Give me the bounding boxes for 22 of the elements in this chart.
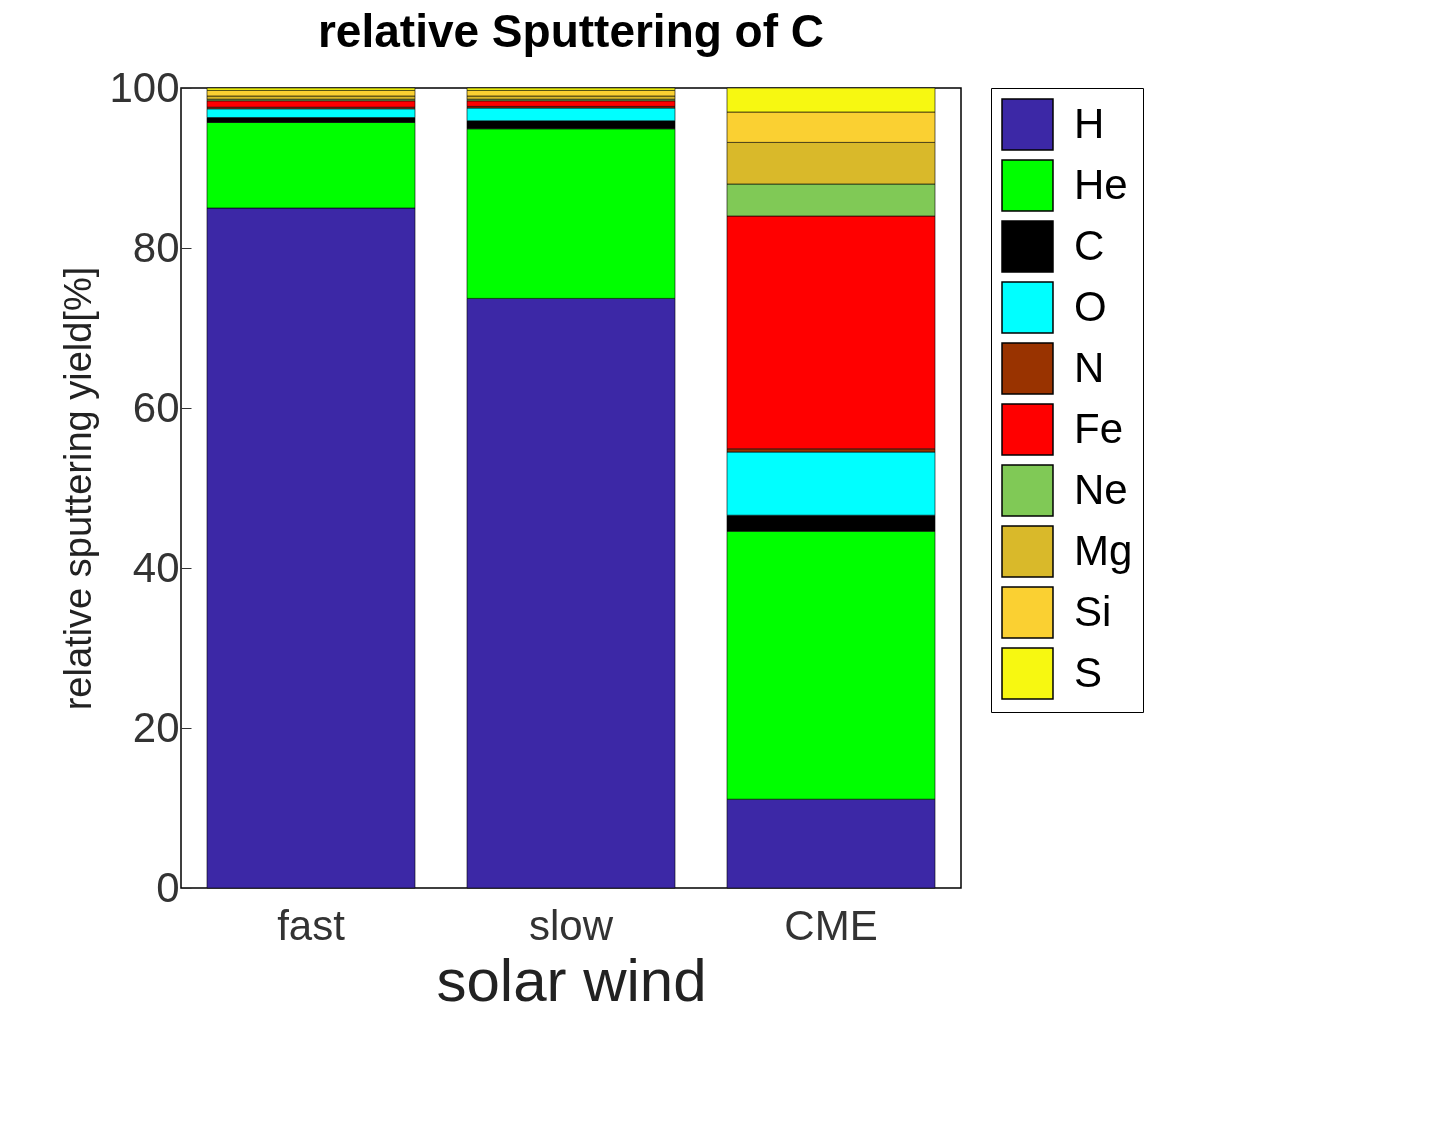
legend-label: O <box>1074 282 1107 330</box>
legend-label: S <box>1074 648 1103 696</box>
legend-label: Mg <box>1074 526 1133 574</box>
x-axis-title: solar wind <box>436 946 707 1014</box>
chart-title: relative Sputtering of C <box>317 5 825 57</box>
legend-label: Ne <box>1074 465 1128 513</box>
legend-label: He <box>1074 160 1128 208</box>
legend-label: C <box>1074 221 1105 269</box>
x-tick-label: fast <box>277 901 346 949</box>
y-tick-label: 100 <box>109 63 180 111</box>
x-tick-label: slow <box>528 901 614 949</box>
x-tick-label: CME <box>784 901 878 949</box>
y-axis-title: relative sputtering yield[%] <box>57 266 100 711</box>
y-tick-label: 60 <box>132 383 180 431</box>
y-tick-label: 80 <box>132 223 180 271</box>
y-tick-label: 20 <box>132 703 180 751</box>
legend-label: N <box>1074 343 1105 391</box>
legend-label: Si <box>1074 587 1112 635</box>
legend-label: Fe <box>1074 404 1124 452</box>
legend-label: H <box>1074 99 1105 147</box>
y-tick-label: 40 <box>132 543 180 591</box>
y-tick-label: 0 <box>156 863 180 911</box>
